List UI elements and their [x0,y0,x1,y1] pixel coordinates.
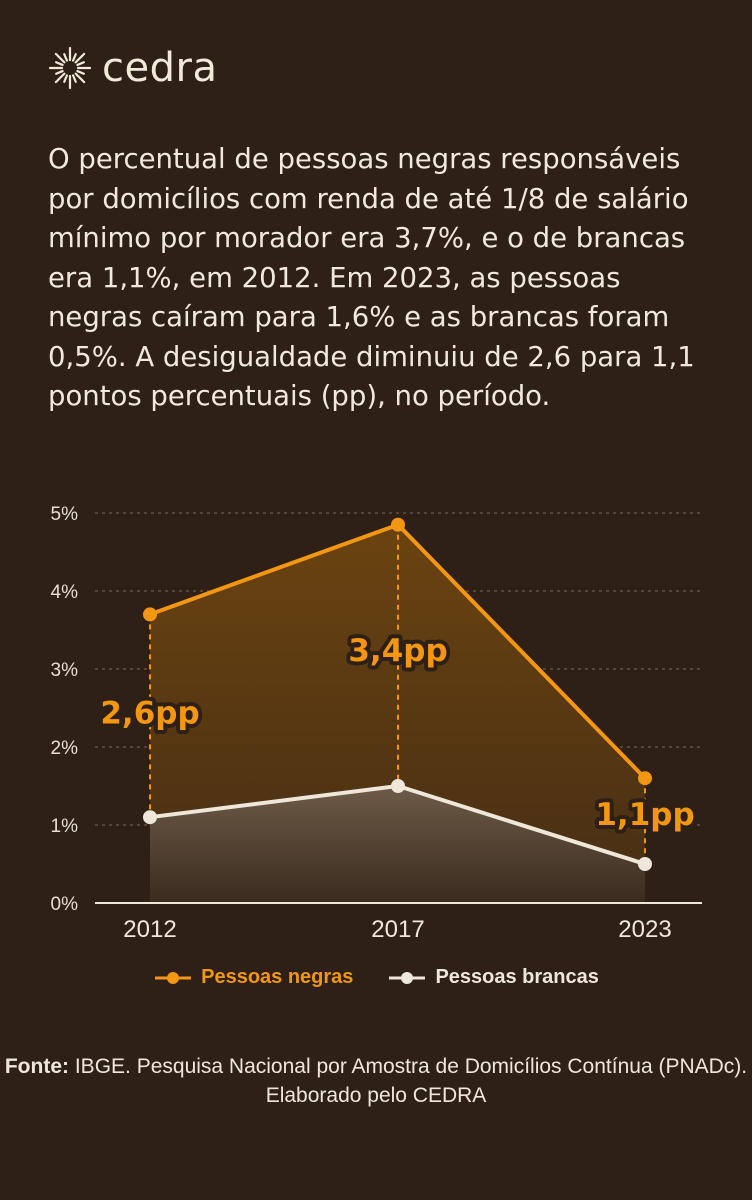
source-text: IBGE. Pesquisa Nacional por Amostra de D… [69,1055,748,1107]
point-black-series [391,517,405,532]
x-tick-label: 2017 [371,916,424,943]
point-black-series [638,771,652,786]
gap-label: 2,6pp [100,696,199,732]
legend-swatch-white [389,971,426,984]
x-tick-label: 2012 [123,916,176,943]
legend-label-black: Pessoas negras [201,966,354,988]
gap-label: 3,4pp [348,633,447,669]
x-tick-label: 2023 [618,916,671,943]
chart: 0% 1% 2% 3% 4% 5% 2,6pp 3,4pp 1,1pp 2012 2017 2023 [51,504,702,943]
intro-text: O percentual de pessoas negras responsáv… [48,143,695,412]
y-tick-label: 4% [51,582,79,603]
legend: Pessoas negras Pessoas brancas [0,966,752,989]
source-label: Fonte: [4,1055,70,1078]
area-white-series [150,786,645,903]
y-tick-label: 0% [51,894,79,915]
point-white-series [391,779,405,793]
brand-name: cedra [102,45,218,91]
sun-burst-icon [48,46,92,90]
y-tick-label: 1% [51,816,79,837]
legend-label-white: Pessoas brancas [435,966,599,988]
y-tick-label: 5% [51,504,79,525]
legend-item-black: Pessoas negras [153,966,353,989]
point-black-series [143,607,157,622]
source-note: Fonte: IBGE. Pesquisa Nacional por Amost… [0,1052,752,1110]
gap-label: 1,1pp [595,797,694,833]
logo: cedra [48,42,217,94]
y-tick-label: 3% [51,660,79,681]
point-white-series [638,857,652,871]
area-black-series [150,524,645,864]
legend-swatch-black [155,971,192,984]
point-white-series [143,810,157,825]
legend-item-white: Pessoas brancas [387,966,599,989]
y-tick-label: 2% [51,738,79,759]
